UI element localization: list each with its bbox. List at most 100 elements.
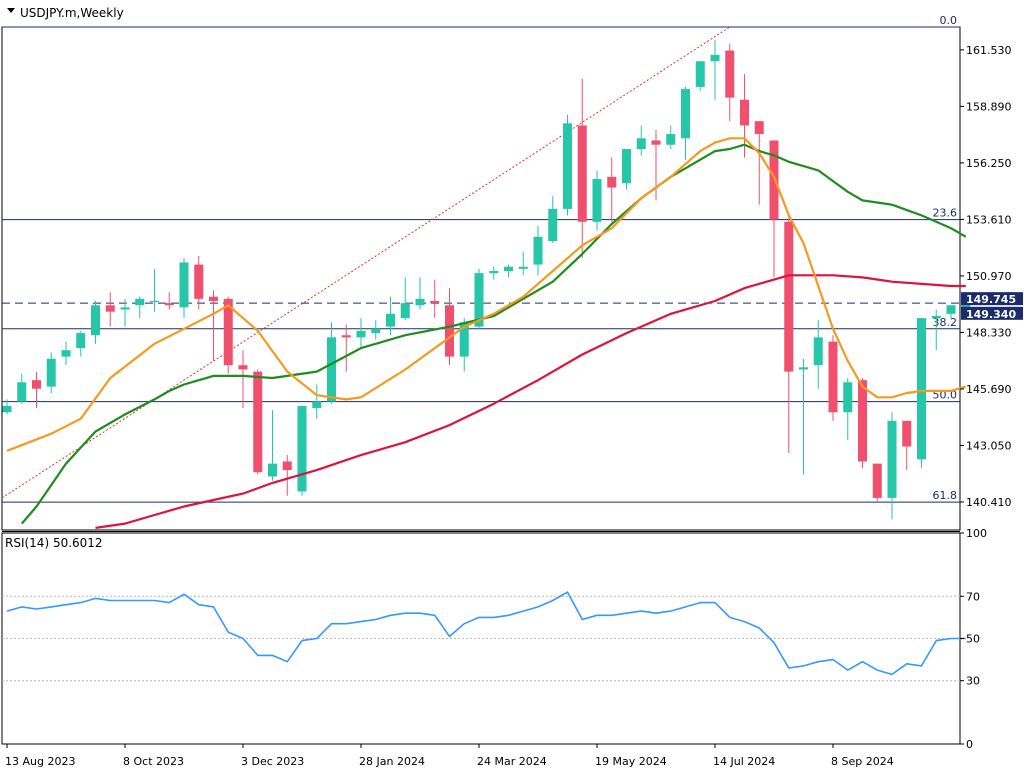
candle[interactable] <box>2 399 12 415</box>
fib-level-label: 38.2 <box>933 316 958 329</box>
candle[interactable] <box>681 86 690 160</box>
candle[interactable] <box>223 296 233 374</box>
candle-body <box>533 236 543 265</box>
candle-body <box>636 138 646 150</box>
candle-body <box>61 350 71 357</box>
candle[interactable] <box>164 292 174 310</box>
candle[interactable] <box>253 369 263 475</box>
candle[interactable] <box>563 114 572 216</box>
candle[interactable] <box>135 296 145 319</box>
candle[interactable] <box>179 258 189 319</box>
candle[interactable] <box>636 125 646 156</box>
candle[interactable] <box>17 373 27 404</box>
candle[interactable] <box>297 405 307 496</box>
candle-body <box>32 380 41 389</box>
candle[interactable] <box>946 305 956 319</box>
candle[interactable] <box>858 378 867 468</box>
candle[interactable] <box>518 251 528 276</box>
candle[interactable] <box>784 217 794 453</box>
candle[interactable] <box>91 300 100 344</box>
candle-body <box>120 307 130 310</box>
candle[interactable] <box>238 350 248 408</box>
candle[interactable] <box>32 371 41 408</box>
candle-body <box>607 176 617 188</box>
candle[interactable] <box>577 78 587 259</box>
price-axis-label: 161.530 <box>966 44 1012 57</box>
candle[interactable] <box>76 330 86 357</box>
candle[interactable] <box>268 410 277 481</box>
time-axis-label: 13 Aug 2023 <box>5 755 75 768</box>
candle[interactable] <box>887 412 897 520</box>
candle[interactable] <box>282 455 292 496</box>
candle[interactable] <box>341 324 351 372</box>
candle[interactable] <box>371 320 381 340</box>
candle-body <box>297 405 307 492</box>
candle[interactable] <box>607 157 617 222</box>
candle-body <box>268 463 277 477</box>
candle[interactable] <box>695 61 705 92</box>
axis-layer: 161.530 158.890 156.250 153.610 150.970 148.3… <box>5 44 1023 768</box>
candle[interactable] <box>902 420 912 471</box>
price-tag-label: 149.340 <box>966 308 1016 321</box>
candle-body <box>858 380 867 462</box>
time-axis-label: 8 Sep 2024 <box>831 755 894 768</box>
candle[interactable] <box>813 320 823 389</box>
candle[interactable] <box>430 279 440 319</box>
candle-body <box>282 461 292 471</box>
price-axis-label: 143.050 <box>966 439 1012 452</box>
candle[interactable] <box>769 140 779 278</box>
candle[interactable] <box>872 463 882 503</box>
candle[interactable] <box>194 256 204 310</box>
candle[interactable] <box>61 341 71 366</box>
dropdown-triangle-icon[interactable] <box>7 8 15 13</box>
candle[interactable] <box>754 121 764 205</box>
candle-body <box>828 341 838 413</box>
time-axis-label: 3 Dec 2023 <box>241 755 304 768</box>
candle[interactable] <box>400 277 410 321</box>
candle[interactable] <box>504 264 513 278</box>
price-panel[interactable]: 0.023.638.250.061.8 <box>1 14 971 532</box>
candle-body <box>223 298 233 366</box>
candle[interactable] <box>917 318 926 468</box>
candle[interactable] <box>548 196 558 244</box>
candle[interactable] <box>666 125 676 150</box>
candle[interactable] <box>356 318 366 349</box>
price-axis-label: 153.610 <box>966 213 1012 226</box>
candle[interactable] <box>843 378 853 441</box>
candle[interactable] <box>931 309 941 351</box>
candle[interactable] <box>105 292 115 327</box>
candle[interactable] <box>120 298 130 327</box>
time-axis-label: 24 Mar 2024 <box>477 755 547 768</box>
time-axis-label: 14 Jul 2024 <box>713 755 775 768</box>
candle[interactable] <box>622 149 631 190</box>
candle[interactable] <box>386 296 395 336</box>
candle-body <box>754 121 764 135</box>
candle[interactable] <box>710 39 720 100</box>
candle[interactable] <box>209 290 218 361</box>
candle[interactable] <box>46 352 56 394</box>
candle[interactable] <box>828 335 838 421</box>
candle-body <box>518 266 528 269</box>
candle-body <box>150 300 159 302</box>
candle[interactable] <box>150 268 159 312</box>
candle-body <box>710 54 720 62</box>
candle-body <box>135 298 145 306</box>
candle[interactable] <box>725 44 735 122</box>
candle[interactable] <box>312 384 322 419</box>
candle-body <box>46 358 56 387</box>
candle-body <box>445 305 454 357</box>
candle[interactable] <box>799 358 808 475</box>
rsi-axis-label: 100 <box>966 527 987 540</box>
ma-mid-line <box>20 143 967 525</box>
price-axis-label: 156.250 <box>966 157 1012 170</box>
ma-fast-line <box>6 137 967 452</box>
candle-body <box>312 401 322 408</box>
candle[interactable] <box>592 170 602 231</box>
candle[interactable] <box>489 266 499 280</box>
candle[interactable] <box>533 226 543 276</box>
candle[interactable] <box>415 277 425 310</box>
price-axis-label: 145.690 <box>966 383 1012 396</box>
